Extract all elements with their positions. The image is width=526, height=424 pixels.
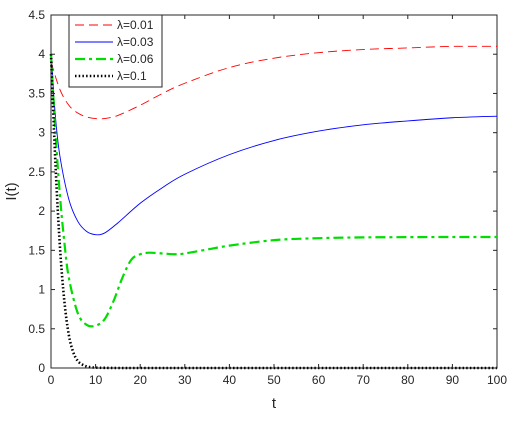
x-axis-label: t <box>272 395 277 412</box>
series-line-1 <box>50 54 498 236</box>
y-tick-label: 1 <box>38 283 45 297</box>
legend-box <box>68 14 163 88</box>
x-tick-label: 40 <box>223 373 237 387</box>
y-axis-label: I(t) <box>3 182 20 200</box>
y-tick-label: 1.5 <box>28 243 45 257</box>
x-tick-label: 70 <box>357 373 371 387</box>
y-tick-label: 0.5 <box>28 322 45 336</box>
axis-layer: 0 10 20 30 40 50 60 70 80 90 100 0 0.5 1 1.5 2 2.5 3 3.5 4 4… <box>28 8 507 387</box>
y-tick-label: 2 <box>38 204 45 218</box>
series-layer <box>49 45 498 370</box>
x-tick-label: 60 <box>312 373 326 387</box>
y-tick-label: 4 <box>38 47 45 61</box>
legend-label: λ=0.06 <box>117 52 154 66</box>
x-tick-label: 50 <box>267 373 281 387</box>
x-tick-label: 0 <box>48 373 55 387</box>
y-tick-label: 0 <box>38 361 45 375</box>
y-tick-label: 3 <box>38 126 45 140</box>
x-tick-label: 100 <box>487 373 507 387</box>
x-tick-label: 80 <box>401 373 415 387</box>
y-tick-label: 2.5 <box>28 165 45 179</box>
x-tick-label: 90 <box>446 373 460 387</box>
x-tick-label: 20 <box>134 373 148 387</box>
series-line-3 <box>49 54 497 370</box>
legend-label: λ=0.03 <box>117 35 154 49</box>
series-line-0 <box>50 45 498 120</box>
legend: λ=0.01 λ=0.03 λ=0.06 λ=0.1 <box>68 14 163 88</box>
legend-label: λ=0.1 <box>117 69 147 83</box>
series-line-2 <box>49 54 498 328</box>
y-tick-label: 3.5 <box>28 86 45 100</box>
y-tick-label: 4.5 <box>28 8 45 22</box>
x-tick-label: 10 <box>89 373 103 387</box>
legend-label: λ=0.01 <box>117 18 154 32</box>
x-tick-label: 30 <box>178 373 192 387</box>
